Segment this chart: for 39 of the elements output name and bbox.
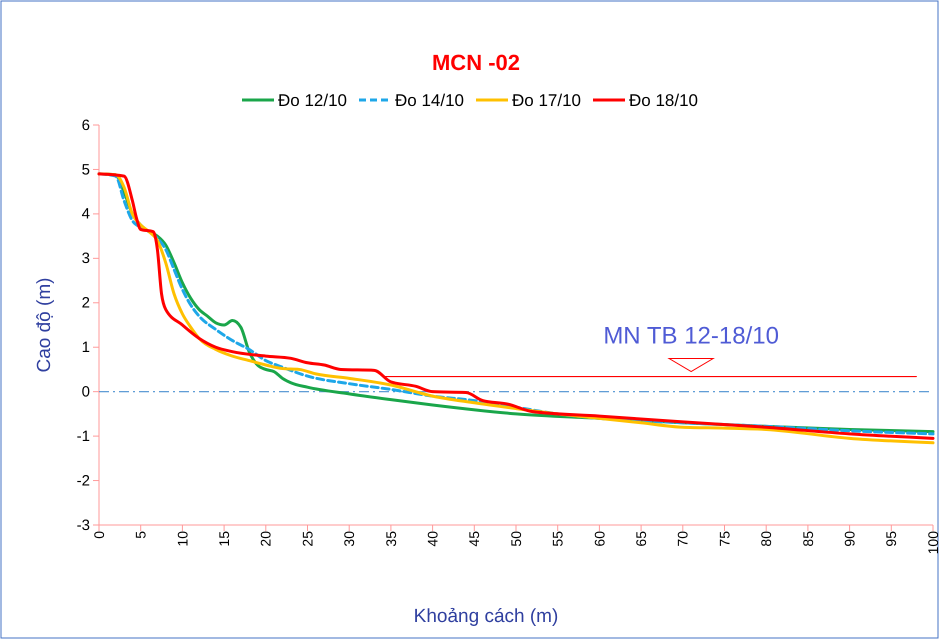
x-tick-label: 50 — [508, 530, 524, 547]
x-axis-title: Khoảng cách (m) — [414, 606, 558, 627]
legend-label: Đo 14/10 — [395, 90, 464, 110]
y-tick-label: 6 — [82, 116, 90, 134]
x-tick-label: 15 — [216, 530, 232, 547]
x-tick-label: 65 — [633, 530, 649, 547]
x-tick-label: 30 — [341, 530, 358, 547]
legend-label: Đo 18/10 — [629, 90, 698, 110]
x-tick-label: 95 — [883, 530, 900, 547]
x-tick-label: 25 — [299, 530, 316, 547]
y-tick-label: 4 — [82, 206, 90, 223]
x-tick-label: 100 — [924, 530, 939, 554]
annotation: MN TB 12-18/10 — [603, 322, 779, 350]
x-tick-label: 0 — [90, 530, 107, 539]
y-axis-title: Cao độ (m) — [34, 277, 55, 373]
x-tick-label: 45 — [466, 530, 482, 547]
legend-label: Đo 17/10 — [512, 90, 581, 110]
x-tick-label: 80 — [758, 530, 774, 547]
x-tick-label: 55 — [550, 530, 566, 547]
y-tick-label: 1 — [82, 339, 90, 356]
legend-label: Đo 12/10 — [278, 90, 347, 110]
x-tick-label: 40 — [424, 530, 440, 547]
x-tick-label: 90 — [842, 530, 858, 547]
y-tick-label: 0 — [82, 383, 90, 400]
x-tick-label: 75 — [716, 530, 732, 547]
x-tick-label: 60 — [591, 530, 608, 547]
y-tick-label: 5 — [82, 161, 90, 178]
y-tick-label: -1 — [76, 428, 90, 445]
chart-title: MCN -02 — [432, 50, 520, 75]
y-tick-label: -2 — [76, 472, 90, 490]
x-tick-label: 10 — [174, 530, 190, 547]
x-tick-label: 85 — [800, 530, 816, 547]
x-tick-label: 70 — [674, 530, 691, 547]
y-tick-label: 2 — [82, 294, 90, 312]
x-tick-label: 35 — [382, 530, 399, 547]
y-tick-label: 3 — [82, 250, 90, 268]
y-tick-label: -3 — [76, 516, 90, 534]
x-tick-label: 5 — [132, 530, 149, 539]
x-tick-label: 20 — [258, 530, 274, 547]
